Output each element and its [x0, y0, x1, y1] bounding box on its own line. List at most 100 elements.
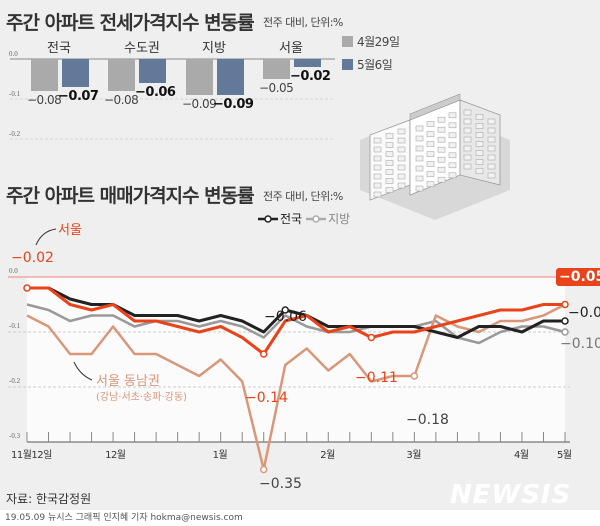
window [475, 132, 484, 138]
bar-value-label: −0.08 [27, 93, 62, 107]
window [463, 127, 472, 134]
window [463, 109, 472, 116]
window [426, 171, 435, 177]
bar-value-label: −0.07 [58, 89, 99, 104]
window [385, 151, 394, 157]
window [487, 145, 496, 152]
national-end-value: −0.08 [568, 305, 600, 321]
bar-value-label: −0.06 [135, 85, 176, 100]
window [463, 163, 472, 170]
window [448, 152, 457, 159]
window [385, 133, 394, 139]
window [437, 126, 446, 133]
window [487, 154, 496, 161]
seoul-label: 서울 [58, 223, 82, 238]
bar [62, 59, 89, 87]
window [463, 145, 472, 152]
category-label: 서울 [279, 41, 303, 56]
window [463, 136, 472, 143]
window [397, 173, 406, 180]
seoul-min-value: −0.14 [245, 390, 288, 406]
x-tick-label: 4월 [513, 450, 529, 461]
data-point-서울 [259, 350, 268, 358]
bar [217, 59, 244, 95]
seoul-end-value: −0.05 [556, 268, 600, 286]
bar-value-label: −0.09 [213, 97, 254, 112]
data-point-서울 동남권 [410, 372, 419, 380]
window [373, 182, 382, 189]
jeonse-subtitle: 전주 대비, 단위:% [263, 16, 343, 29]
legend-item-may6: 5월6일 [342, 56, 400, 73]
series-line-서울 동남권 [26, 303, 566, 471]
y-tick-label: -0.1 [9, 322, 21, 330]
x-tick-label: 3월 [406, 450, 421, 461]
window [426, 131, 435, 137]
window [415, 165, 424, 172]
window [415, 125, 424, 132]
apartment-building-illustration [360, 93, 510, 220]
local-end-value: −0.10 [560, 336, 600, 352]
window [385, 178, 394, 184]
window [437, 146, 446, 153]
window [426, 151, 435, 157]
window [373, 155, 382, 162]
y-tick-label: -0.2 [9, 130, 21, 138]
window [487, 136, 496, 143]
y-tick-label: -0.1 [9, 90, 21, 98]
seoul-start-value: −0.02 [11, 250, 54, 266]
bar [31, 59, 58, 91]
y-tick-label: 0.0 [9, 267, 18, 275]
window [397, 128, 406, 135]
window [448, 142, 457, 149]
bar [294, 59, 321, 67]
window [437, 136, 446, 143]
national-feb-value: −0.06 [264, 309, 307, 325]
jeonse-bar-chart [10, 58, 335, 140]
window [415, 145, 424, 152]
gangnam-sublabel: (강남·서초·송파·강동) [96, 392, 187, 403]
legend-marker-local [306, 214, 327, 223]
window [426, 161, 435, 167]
legend-label: 5월6일 [357, 58, 393, 72]
window [385, 160, 394, 166]
legend-swatch-gray [342, 36, 353, 47]
window [373, 191, 382, 198]
window [437, 156, 446, 163]
window [385, 169, 394, 175]
window [426, 121, 435, 127]
bar [263, 59, 290, 79]
window [373, 164, 382, 171]
window [487, 172, 496, 179]
window [397, 146, 406, 153]
gangnam-mar-value: −0.18 [406, 412, 449, 428]
y-tick-label: -0.3 [9, 432, 21, 440]
window [415, 185, 424, 192]
plot-area [27, 277, 565, 442]
window [385, 187, 394, 193]
data-point-서울 [23, 284, 31, 292]
x-tick-label: 11월12일 [11, 450, 52, 461]
legend-label: 4월29일 [357, 35, 400, 49]
seoul-pointer-arrow [35, 228, 57, 246]
legend-label-local: 지방 [328, 212, 351, 226]
series-line-서울 [27, 286, 565, 356]
data-point-지방 [561, 328, 569, 336]
bar-value-label: −0.09 [182, 97, 217, 111]
category-label: 지방 [202, 41, 226, 56]
y-tick-label: 0.0 [9, 50, 18, 58]
window [397, 137, 406, 144]
window [475, 141, 484, 147]
window [415, 155, 424, 162]
window [385, 142, 394, 148]
window [437, 166, 446, 173]
window [415, 175, 424, 182]
legend-item-apr29: 4월29일 [342, 33, 400, 50]
footer-credit: 19.05.09 뉴시스 그래픽 인지혜 기자 hokma@newsis.com [0, 510, 600, 526]
window [448, 112, 457, 119]
jeonse-title: 주간 아파트 전세가격지수 변동률 [6, 12, 255, 34]
y-tick-label: -0.2 [9, 377, 21, 385]
x-tick-label: 12월 [105, 450, 126, 461]
window [426, 141, 435, 147]
